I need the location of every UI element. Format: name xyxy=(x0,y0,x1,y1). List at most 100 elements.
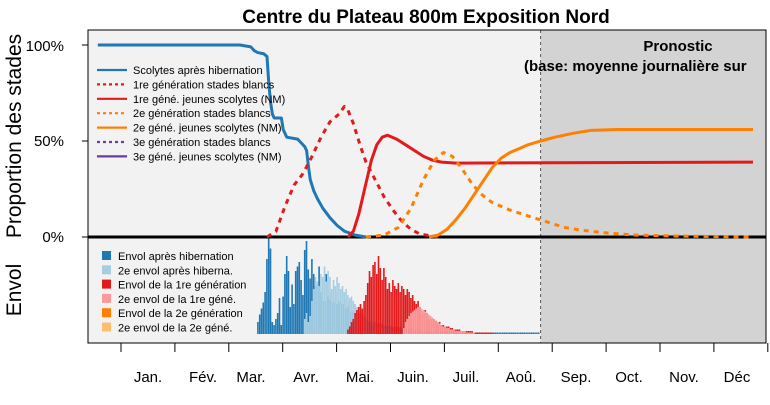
flight-bar-envol-apre-s-hibernation xyxy=(269,248,272,334)
flight-bar-envol-apre-s-hibernation xyxy=(264,292,266,334)
flight-bar-envol-apre-s-hibernation xyxy=(258,314,261,334)
flight-bar-2e-envol-de-la-1re-ge-ne xyxy=(419,307,421,334)
flight-bar-2e-envol-de-la-1re-ge-ne xyxy=(467,332,470,334)
flight-bar-envol-de-la-1re-ge-ne-ration xyxy=(359,304,362,334)
flight-bar-envol-apre-s-hibernation xyxy=(516,332,518,334)
legend-bar-label: 2e envol de la 1re géné. xyxy=(118,294,236,306)
flight-bar-2e-envol-apre-s-hiberna xyxy=(320,274,322,334)
flight-bar-2e-envol-de-la-1re-ge-ne xyxy=(428,314,430,334)
x-axis: Jan. Fév. Mar. Avr. Mai. Juin. Juil. Aoû. Sep. Oc… xyxy=(120,343,769,386)
flight-bar-envol-apre-s-hibernation xyxy=(532,332,535,334)
flight-bar-2e-envol-apre-s-hiberna xyxy=(336,277,338,334)
flight-bar-2e-envol-de-la-1re-ge-ne xyxy=(438,323,441,334)
flight-bar-envol-de-la-1re-ge-ne-ration xyxy=(393,286,396,334)
flight-bar-envol-apre-s-hibernation xyxy=(512,332,515,334)
flight-bar-2e-envol-de-la-1re-ge-ne xyxy=(404,322,407,334)
flight-bar-envol-apre-s-hibernation xyxy=(276,313,279,334)
x-tick-label: Aoû. xyxy=(506,369,537,386)
flight-bar-envol-apre-s-hibernation xyxy=(289,307,292,334)
flight-bar-2e-envol-de-la-1re-ge-ne xyxy=(437,322,439,334)
flight-bar-envol-apre-s-hibernation xyxy=(507,332,509,334)
flight-bar-2e-envol-apre-s-hiberna xyxy=(352,301,355,334)
flight-bar-envol-de-la-1re-ge-ne-ration xyxy=(395,289,398,334)
flight-bar-envol-apre-s-hibernation xyxy=(282,296,284,334)
flight-bar-envol-de-la-1re-ge-ne-ration xyxy=(487,332,490,334)
flight-bar-envol-de-la-1re-ge-ne-ration xyxy=(489,332,491,334)
flight-bar-envol-de-la-1re-ge-ne-ration xyxy=(480,332,482,334)
flight-bar-envol-de-la-1re-ge-ne-ration xyxy=(474,332,477,334)
flight-bar-envol-apre-s-hibernation xyxy=(521,332,524,334)
flight-bar-envol-apre-s-hibernation xyxy=(278,298,281,334)
flight-bar-2e-envol-de-la-1re-ge-ne xyxy=(435,320,437,334)
flight-bar-2e-envol-apre-s-hiberna xyxy=(305,313,308,334)
flight-bar-envol-apre-s-hibernation xyxy=(267,238,270,334)
flight-bar-2e-envol-apre-s-hiberna xyxy=(318,286,320,334)
flight-bar-2e-envol-apre-s-hiberna xyxy=(338,283,340,334)
flight-bar-envol-de-la-1re-ge-ne-ration xyxy=(368,271,371,334)
flight-bar-2e-envol-de-la-1re-ge-ne xyxy=(455,331,457,334)
series-line-scolytes-apre-s-hibernation xyxy=(97,43,367,239)
flight-bar-envol-apre-s-hibernation xyxy=(284,274,286,334)
flight-bar-envol-de-la-1re-ge-ne-ration xyxy=(392,280,394,334)
flight-bar-envol-de-la-1re-ge-ne-ration xyxy=(404,295,407,334)
flight-bar-envol-de-la-1re-ge-ne-ration xyxy=(377,256,380,334)
flight-bar-envol-apre-s-hibernation xyxy=(257,322,259,334)
stage-curves xyxy=(88,43,766,239)
flight-bar-envol-de-la-1re-ge-ne-ration xyxy=(491,332,493,334)
flight-bar-envol-apre-s-hibernation xyxy=(262,302,265,334)
flight-bar-2e-envol-apre-s-hiberna xyxy=(330,289,333,334)
flight-bar-envol-apre-s-hibernation xyxy=(260,308,263,334)
flight-bar-2e-envol-de-la-1re-ge-ne xyxy=(410,313,412,334)
flight-bar-envol-apre-s-hibernation xyxy=(280,325,283,334)
flight-bar-2e-envol-de-la-1re-ge-ne xyxy=(420,308,423,334)
flight-bar-envol-de-la-1re-ge-ne-ration xyxy=(354,313,356,334)
flight-bar-envol-apre-s-hibernation xyxy=(530,332,533,334)
flight-bars xyxy=(257,238,540,334)
legend-bar-swatch xyxy=(102,308,111,318)
flight-bar-envol-apre-s-hibernation xyxy=(287,271,290,334)
legend-bars: Envol après hibernation 2e envol après hi… xyxy=(102,251,246,335)
flight-bar-envol-apre-s-hibernation xyxy=(501,332,504,334)
x-tick-label: Juin. xyxy=(397,369,429,386)
flight-bar-2e-envol-apre-s-hiberna xyxy=(334,286,337,334)
legend-line-label: 1re génération stades blancs xyxy=(133,79,275,91)
flight-bar-2e-envol-de-la-1re-ge-ne xyxy=(424,311,427,334)
flight-bar-envol-de-la-1re-ge-ne-ration xyxy=(384,277,387,334)
y-tick-label: 0% xyxy=(42,229,64,246)
flight-bar-2e-envol-de-la-1re-ge-ne xyxy=(422,310,425,334)
legend-bar-label: Envol après hibernation xyxy=(118,251,234,263)
legend-line-label: 2e génération stades blancs xyxy=(133,108,271,120)
flight-bar-2e-envol-apre-s-hiberna xyxy=(307,322,310,334)
forecast-region xyxy=(540,30,766,343)
flight-bar-2e-envol-apre-s-hiberna xyxy=(325,281,328,334)
flight-bar-2e-envol-de-la-1re-ge-ne xyxy=(442,326,445,334)
flight-bar-envol-de-la-1re-ge-ne-ration xyxy=(372,265,374,334)
flight-bar-envol-apre-s-hibernation xyxy=(273,325,275,334)
flight-bar-2e-envol-de-la-1re-ge-ne xyxy=(464,331,466,334)
flight-bar-envol-apre-s-hibernation xyxy=(505,332,508,334)
forecast-subtitle: (base: moyenne journalière sur xyxy=(524,58,747,75)
flight-bar-envol-apre-s-hibernation xyxy=(298,262,301,334)
x-tick-label: Nov. xyxy=(669,369,699,386)
flight-bar-2e-envol-de-la-1re-ge-ne xyxy=(449,329,452,334)
y-axis-label-top: Proportion des stades xyxy=(3,34,26,238)
flight-bar-2e-envol-de-la-1re-ge-ne xyxy=(415,308,418,334)
flight-bar-envol-apre-s-hibernation xyxy=(302,295,304,334)
x-tick-label: Fév. xyxy=(189,369,217,386)
flight-bar-envol-de-la-1re-ge-ne-ration xyxy=(397,283,400,334)
flight-bar-2e-envol-apre-s-hiberna xyxy=(327,271,329,334)
x-tick-label: Mar. xyxy=(236,369,265,386)
flight-bar-2e-envol-de-la-1re-ge-ne xyxy=(451,329,454,334)
flight-bar-envol-de-la-1re-ge-ne-ration xyxy=(406,289,409,334)
legend-lines: Scolytes après hibernation 1re génération… xyxy=(97,65,285,163)
flight-bar-envol-apre-s-hibernation xyxy=(503,332,506,334)
flight-bar-2e-envol-de-la-1re-ge-ne xyxy=(460,331,463,334)
forecast-title: Pronostic xyxy=(643,38,712,55)
flight-bar-2e-envol-de-la-1re-ge-ne xyxy=(473,332,475,334)
legend-bar-swatch xyxy=(102,293,111,303)
flight-bar-envol-de-la-1re-ge-ne-ration xyxy=(357,307,360,334)
legend-bar-swatch xyxy=(102,251,111,260)
flight-bar-envol-apre-s-hibernation xyxy=(527,332,529,334)
flight-bar-2e-envol-de-la-1re-ge-ne xyxy=(411,311,414,334)
